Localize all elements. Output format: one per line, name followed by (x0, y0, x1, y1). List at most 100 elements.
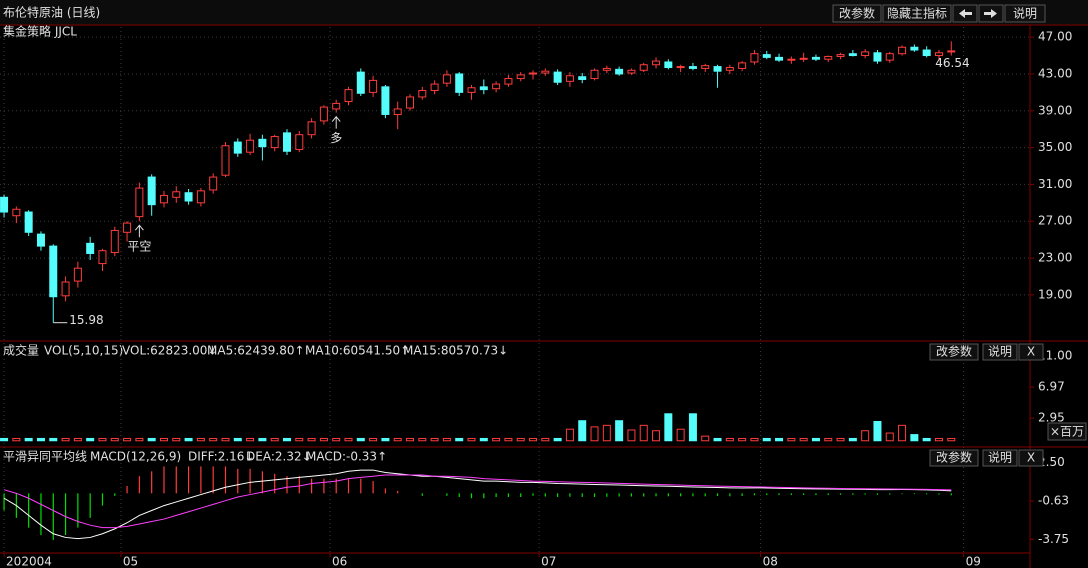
candle-body (49, 245, 58, 298)
candle-body (12, 208, 21, 217)
volume-bar (504, 437, 513, 442)
volume-bar (24, 437, 33, 442)
arrow-right-icon[interactable] (984, 9, 997, 18)
candle-body (553, 71, 562, 83)
button[interactable]: 改参数 (832, 4, 882, 23)
y-tick-label: 39.00 (1038, 103, 1072, 117)
y-tick-label: 11.00 (1038, 348, 1072, 362)
candle-body (848, 53, 857, 57)
volume-bar (418, 437, 427, 442)
candle-body (418, 90, 427, 98)
arrow-left-icon[interactable] (959, 9, 972, 18)
volume-bar (430, 437, 439, 442)
button[interactable]: X (1018, 449, 1044, 467)
legend-entry: MACD:-0.33↑ (306, 450, 387, 464)
candle-body (602, 67, 611, 71)
x-tick-label: 05 (123, 555, 138, 568)
button[interactable]: 说明 (982, 343, 1018, 361)
button-label[interactable]: 说明 (988, 344, 1012, 359)
indicator: VOL(5,10,15) (44, 344, 123, 358)
volume-bar (369, 437, 378, 442)
volume-bar (270, 437, 279, 442)
candle-body (0, 196, 9, 213)
candle-body (676, 66, 685, 69)
x-tick-label: 08 (763, 555, 778, 568)
volume-bar (258, 437, 267, 442)
volume-bar (344, 437, 353, 442)
volume-bar (61, 437, 70, 442)
candle-body (652, 60, 661, 66)
candle-body (332, 102, 341, 110)
y-tick-label: 23.00 (1038, 251, 1072, 265)
button-label[interactable]: X (1027, 345, 1035, 359)
button-box[interactable] (1018, 343, 1044, 361)
button-label[interactable]: 改参数 (839, 6, 875, 21)
volume-bar (824, 437, 833, 442)
button[interactable] (952, 4, 978, 23)
volume-bar (295, 437, 304, 442)
button-box[interactable] (929, 343, 979, 361)
x-tick-label: 202004 (6, 555, 52, 568)
candle-body (492, 83, 501, 90)
button[interactable]: 说明 (982, 449, 1018, 467)
button-box[interactable] (982, 449, 1018, 467)
button[interactable]: 说明 (1004, 4, 1046, 23)
candle-body (455, 73, 464, 93)
unit-box: ×百万 (1047, 422, 1087, 441)
button-label[interactable]: 改参数 (936, 344, 972, 359)
button[interactable]: 改参数 (929, 449, 979, 467)
volume-bar (307, 437, 316, 442)
candle-body (295, 134, 304, 150)
button-box[interactable] (1018, 449, 1044, 467)
volume-bar (873, 420, 882, 442)
candle-body (934, 52, 943, 57)
candle-body (233, 141, 242, 154)
subtitle: 集金策略 JJCL (3, 24, 77, 39)
y-tick-label: 27.00 (1038, 214, 1072, 228)
button-label[interactable]: 隐藏主指标 (887, 6, 947, 21)
volume-bar (738, 437, 747, 442)
button-box[interactable] (929, 449, 979, 467)
button[interactable]: X (1018, 343, 1044, 361)
candle-body (762, 54, 771, 58)
volume-bar (578, 420, 587, 442)
candle-body (479, 86, 488, 91)
button-label[interactable]: 说明 (1013, 6, 1037, 21)
volume-bar (799, 437, 808, 442)
candle-body (688, 66, 697, 69)
volume-bar (775, 437, 784, 442)
button[interactable]: 改参数 (929, 343, 979, 361)
candle-body (873, 52, 882, 62)
volume-bar (701, 435, 710, 442)
volume-bar (73, 437, 82, 442)
legend-entry: DEA:2.32↓ (246, 450, 312, 464)
macd-line (3, 474, 952, 529)
candle-body (713, 66, 722, 72)
button-box[interactable] (982, 343, 1018, 361)
candle-body (529, 72, 538, 75)
candle-body (209, 176, 218, 191)
candle-body (369, 79, 378, 93)
price-label: 15.98 (69, 313, 103, 327)
candle-body (898, 46, 907, 55)
candle-body (36, 233, 45, 247)
button[interactable] (978, 4, 1004, 23)
candle-body (147, 176, 156, 206)
volume-bar (811, 437, 820, 442)
candle-body (885, 53, 894, 61)
volume-bar (246, 437, 255, 442)
button-label[interactable]: 说明 (988, 450, 1012, 465)
volume-bar (36, 437, 45, 442)
candle-body (307, 121, 316, 136)
button-label[interactable]: 改参数 (936, 450, 972, 465)
button[interactable]: 隐藏主指标 (882, 4, 952, 23)
volume-bar (172, 437, 181, 442)
button-label[interactable]: X (1027, 451, 1035, 465)
volume-bar (590, 426, 599, 442)
volume-bar (861, 430, 870, 442)
candle-body (159, 194, 168, 204)
candle-body (123, 222, 132, 233)
candle-body (442, 74, 451, 84)
